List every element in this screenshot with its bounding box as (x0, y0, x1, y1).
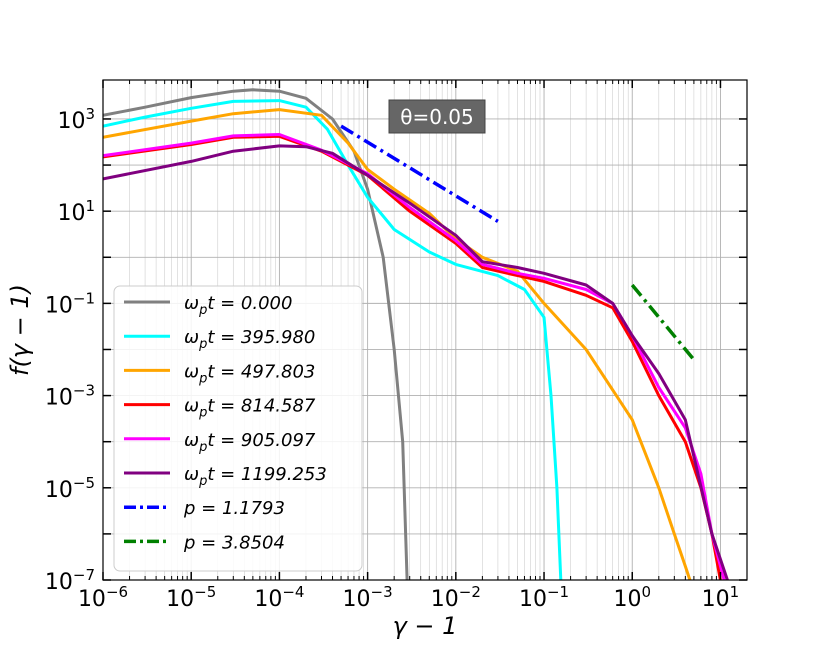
x-tick-label: 10−1 (519, 583, 569, 612)
y-tick-label: 10−5 (45, 474, 95, 503)
y-tick-label: 103 (57, 105, 95, 134)
x-tick-label: 100 (613, 583, 651, 612)
x-tick-label: 10−3 (343, 583, 393, 612)
series-line-1 (103, 88, 409, 580)
axis-ticks (102, 80, 748, 581)
x-tick-label: 10−6 (78, 583, 128, 612)
legend-label-1: ωpt = 0.000 (184, 293, 292, 318)
x-tick-label: 10−2 (431, 583, 481, 612)
legend-label-7: p = 1.1793 (183, 498, 285, 519)
y-tick-label: 10−3 (45, 382, 95, 411)
y-tick-labels: 10−7 10−5 10−3 10−1 101 103 (45, 105, 95, 595)
x-tick-labels: 10−6 10−5 10−4 10−3 10−2 10−1 100 101 (78, 583, 739, 612)
y-axis-label: f(γ − 1) (6, 284, 34, 376)
y-tick-label: 10−7 (45, 566, 95, 595)
x-axis-label: γ − 1 (393, 612, 458, 640)
x-tick-label: 10−5 (166, 583, 216, 612)
x-tick-label: 101 (702, 583, 740, 612)
legend-label-5: ωpt = 905.097 (184, 430, 316, 455)
y-tick-label: 101 (57, 197, 95, 226)
series-line-5 (103, 133, 726, 580)
series-line-4 (103, 134, 722, 580)
legend-label-8: p = 3.8504 (183, 532, 285, 553)
series-line-2 (103, 99, 563, 580)
legend-label-3: ωpt = 497.803 (184, 361, 315, 386)
series-line-6 (103, 144, 729, 580)
legend-frame (113, 285, 363, 572)
x-tick-label: 10−4 (254, 583, 304, 612)
legend-label-2: ωpt = 395.980 (184, 327, 315, 352)
legend-label-4: ωpt = 814.587 (184, 396, 316, 421)
series-line-8 (630, 283, 696, 361)
plot-frame (102, 79, 748, 581)
series-layer (103, 88, 729, 580)
legend-label-6: ωpt = 1199.253 (184, 464, 327, 489)
annotation-text: θ=0.05 (400, 105, 474, 129)
y-tick-label: 10−1 (45, 289, 95, 318)
annotation-box: θ=0.05 (388, 99, 486, 134)
legend: ωpt = 0.000 ωpt = 395.980 ωpt = 497.803 ωpt… (113, 285, 363, 572)
series-line-7 (340, 124, 499, 223)
